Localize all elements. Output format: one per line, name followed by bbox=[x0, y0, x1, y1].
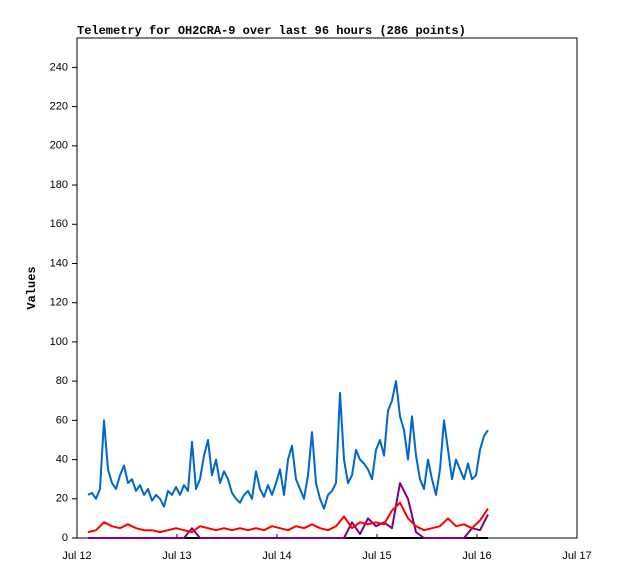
x-tick-label: Jul 14 bbox=[262, 550, 291, 562]
chart-title: Telemetry for OH2CRA-9 over last 96 hour… bbox=[77, 24, 466, 38]
y-tick-label: 20 bbox=[56, 493, 68, 505]
y-tick-label: 80 bbox=[56, 375, 68, 387]
series-line bbox=[87, 380, 489, 510]
y-tick-label: 220 bbox=[50, 101, 68, 113]
series-line bbox=[87, 501, 489, 534]
x-tick-label: Jul 17 bbox=[562, 550, 591, 562]
y-tick-label: 100 bbox=[50, 336, 68, 348]
x-tick-label: Jul 13 bbox=[162, 550, 191, 562]
series-line bbox=[88, 482, 489, 539]
y-tick-label: 180 bbox=[50, 179, 68, 191]
y-tick-label: 160 bbox=[50, 218, 68, 230]
y-tick-label: 0 bbox=[62, 532, 68, 544]
y-tick-label: 120 bbox=[50, 297, 68, 309]
y-tick-label: 40 bbox=[56, 453, 68, 465]
y-tick-label: 60 bbox=[56, 414, 68, 426]
x-tick-label: Jul 16 bbox=[462, 550, 491, 562]
x-tick-label: Jul 12 bbox=[62, 550, 91, 562]
y-axis-label: Values bbox=[25, 266, 39, 309]
x-tick-label: Jul 15 bbox=[362, 550, 391, 562]
y-tick-label: 200 bbox=[50, 140, 68, 152]
y-tick-label: 140 bbox=[50, 257, 68, 269]
y-tick-label: 240 bbox=[50, 61, 68, 73]
